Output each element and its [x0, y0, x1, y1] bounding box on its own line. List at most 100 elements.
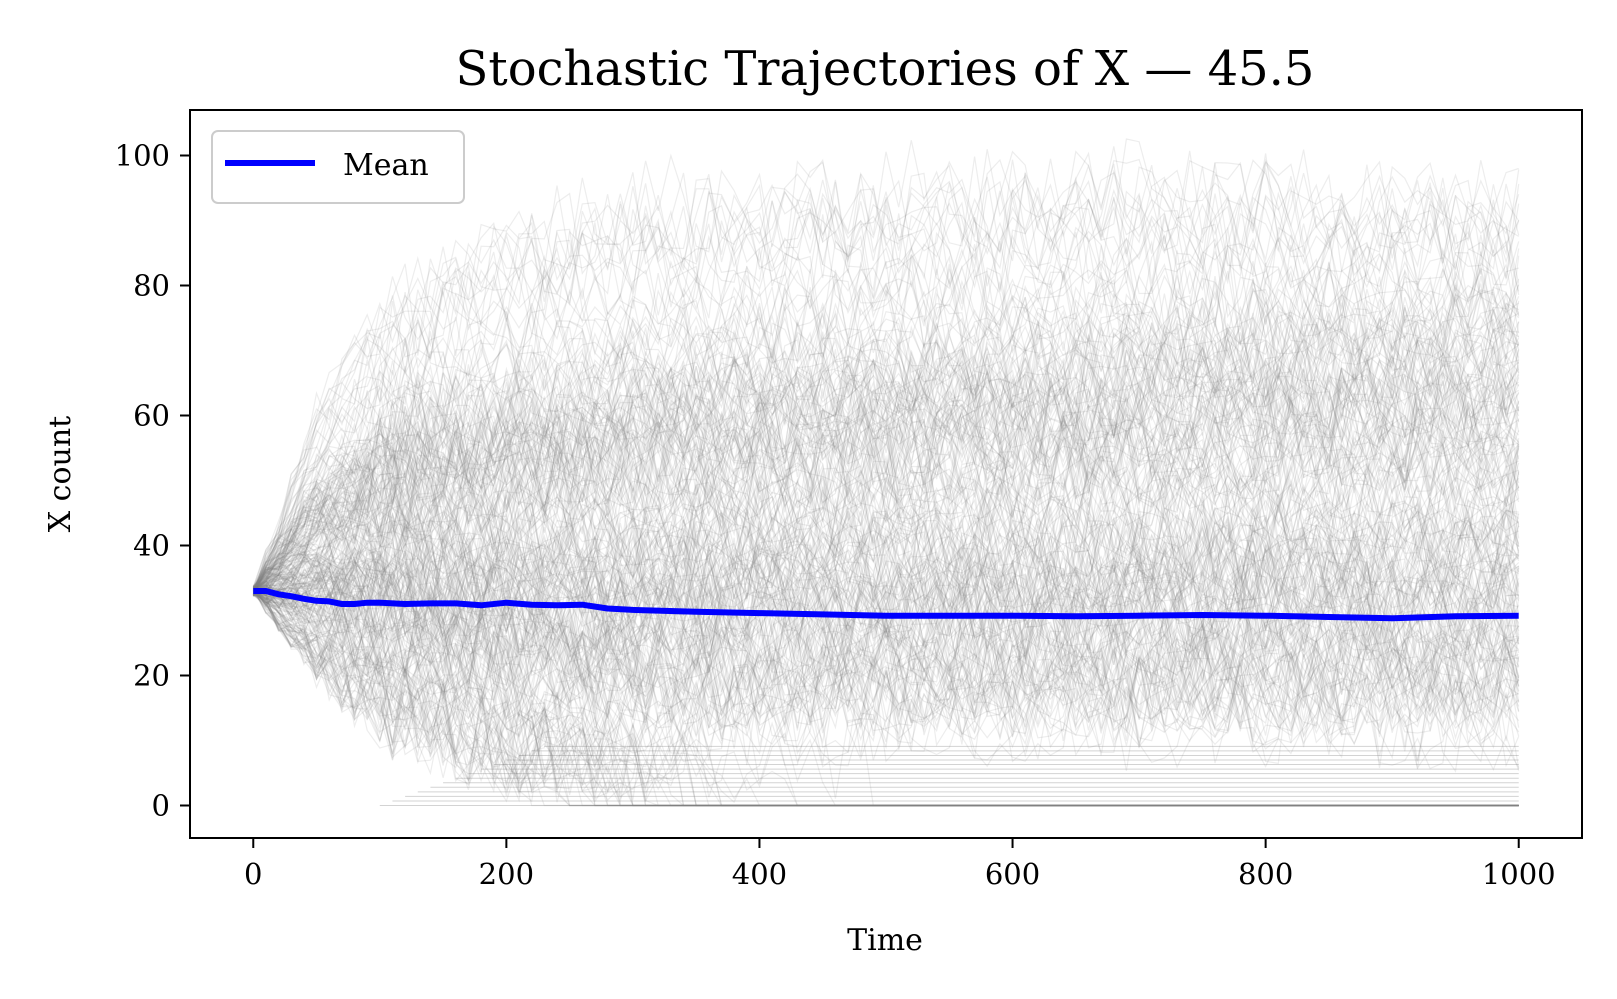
y-tick-label: 80: [133, 269, 170, 303]
trajectory-line: [252, 316, 1520, 590]
trajectory-line: [252, 329, 1520, 596]
trajectory-line: [253, 349, 1520, 587]
trajectory-line: [252, 229, 1520, 596]
trajectory-line: [252, 592, 1519, 807]
trajectory-line: [253, 592, 1520, 754]
trajectory-line: [252, 190, 1520, 590]
trajectory-line: [252, 288, 1520, 587]
trajectory-line: [252, 590, 1519, 807]
trajectory-line: [253, 503, 1520, 620]
trajectory-line: [252, 503, 1520, 616]
trajectory-line: [252, 267, 1520, 591]
trajectory-line: [252, 438, 1520, 588]
trajectory-line: [252, 586, 1519, 807]
trajectory-line: [253, 551, 1520, 660]
trajectory-line: [253, 595, 1519, 807]
trajectory-line: [252, 360, 1520, 591]
trajectory-line: [252, 521, 1520, 630]
trajectory-line: [253, 527, 1520, 640]
y-tick-label: 60: [133, 399, 170, 433]
trajectory-line: [252, 593, 1520, 771]
trajectory-line: [252, 501, 1520, 608]
trajectory-line: [252, 588, 1520, 768]
trajectory-line: [253, 595, 1519, 807]
trajectory-line: [253, 477, 1520, 601]
legend-box: [211, 130, 465, 204]
trajectory-line: [252, 584, 1519, 727]
trajectory-line: [252, 385, 1520, 594]
trajectory-line: [253, 457, 1520, 591]
trajectory-line: [253, 418, 1520, 593]
x-axis-label: Time: [847, 923, 923, 958]
trajectory-line: [252, 586, 1519, 807]
trajectory-line: [252, 337, 1520, 590]
trajectory-line: [252, 380, 1520, 587]
x-tick-label: 0: [244, 857, 262, 891]
trajectory-line: [252, 589, 1519, 807]
trajectory-line: [253, 557, 1520, 666]
trajectory-line: [253, 469, 1520, 597]
trajectory-line: [252, 344, 1519, 596]
trajectory-line: [253, 555, 1520, 668]
trajectory-line: [253, 544, 1520, 657]
trajectory-line: [252, 278, 1519, 589]
trajectory-line: [253, 557, 1520, 673]
trajectory-line: [252, 592, 1519, 807]
trajectory-line: [252, 549, 1520, 667]
trajectory-line: [252, 359, 1520, 589]
trajectory-line: [252, 595, 1520, 771]
trajectory-line: [252, 361, 1520, 597]
trajectory-line: [252, 339, 1520, 592]
trajectory-line: [252, 592, 1519, 807]
trajectory-line: [252, 382, 1520, 590]
trajectory-line: [252, 338, 1520, 591]
trajectory-line: [252, 336, 1520, 593]
trajectory-line: [253, 496, 1519, 609]
trajectory-line: [252, 198, 1520, 596]
y-tick-label: 0: [152, 789, 170, 823]
trajectory-line: [252, 587, 1520, 734]
trajectory-line: [252, 291, 1520, 597]
trajectory-line: [253, 380, 1520, 588]
trajectory-line: [252, 267, 1519, 587]
trajectory-line: [252, 590, 1520, 753]
trajectory-line: [252, 523, 1520, 631]
legend: Mean: [211, 130, 465, 204]
trajectory-ensemble: [252, 138, 1520, 807]
trajectory-line: [252, 180, 1520, 591]
trajectory-line: [253, 511, 1519, 619]
trajectory-line: [252, 500, 1520, 619]
trajectory-line: [253, 586, 1520, 710]
trajectory-line: [252, 586, 1519, 807]
y-axis: 0 20 40 60 80 100: [115, 139, 190, 823]
trajectory-line: [252, 443, 1520, 591]
trajectory-line: [252, 314, 1520, 587]
trajectory-line: [252, 169, 1520, 596]
trajectory-line: [253, 459, 1520, 592]
trajectory-line: [252, 590, 1520, 746]
x-tick-label: 400: [732, 857, 787, 891]
trajectory-line: [252, 313, 1520, 593]
trajectory-line: [252, 339, 1520, 595]
trajectory-line: [252, 550, 1520, 657]
trajectory-line: [253, 556, 1520, 666]
x-tick-label: 800: [1238, 857, 1293, 891]
trajectory-line: [252, 263, 1520, 594]
plot-frame: [189, 109, 1583, 839]
trajectory-line: [252, 587, 1520, 748]
trajectory-line: [252, 373, 1520, 588]
trajectory-line: [252, 325, 1520, 592]
y-tick-label: 40: [133, 529, 170, 563]
trajectory-line: [252, 593, 1520, 745]
trajectory-line: [253, 588, 1519, 718]
trajectory-line: [252, 344, 1520, 594]
trajectory-line: [253, 588, 1519, 754]
trajectory-line: [253, 411, 1520, 590]
trajectory-line: [252, 536, 1520, 642]
trajectory-line: [252, 590, 1519, 807]
trajectory-line: [253, 540, 1519, 650]
trajectory-line: [252, 559, 1520, 676]
trajectory-line: [252, 410, 1520, 593]
trajectory-line: [252, 588, 1520, 728]
